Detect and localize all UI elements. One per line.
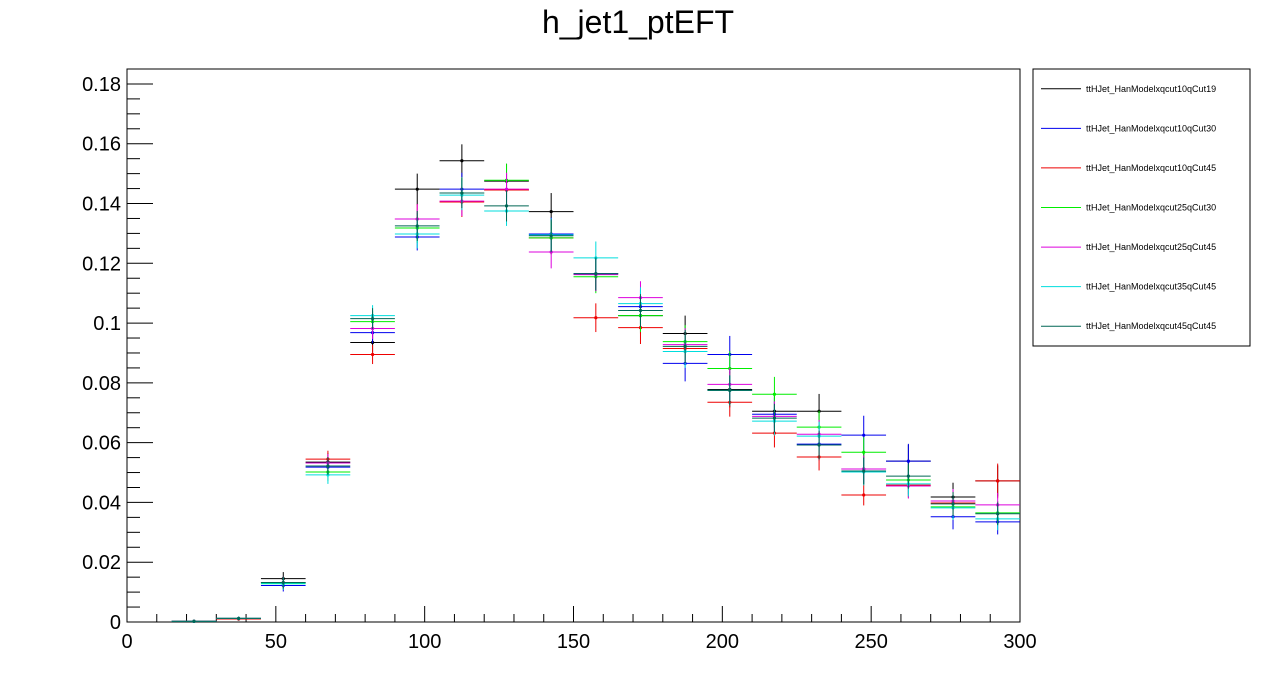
marker [996,512,1000,516]
legend-item: ttHJet_HanModelxqcut25qCut45 [1041,242,1216,252]
data-point [796,430,842,460]
data-point [662,329,708,363]
marker [862,433,866,437]
y-tick-label: 0.02 [82,552,121,574]
legend-label: ttHJet_HanModelxqcut25qCut30 [1086,203,1216,213]
legend-item: ttHJet_HanModelxqcut10qCut19 [1041,84,1216,94]
marker [951,502,955,506]
data-point [886,463,931,489]
data-point [484,190,529,222]
data-point [394,173,440,205]
y-tick-label: 0.06 [82,433,121,455]
data-point [528,219,574,253]
marker [862,450,866,454]
y-tick-label: 0.18 [82,74,121,96]
data-point [439,144,485,178]
data-point [752,403,797,433]
y-tick-label: 0.14 [82,194,121,216]
marker [772,416,777,420]
y-tick-label: 0.12 [82,253,121,275]
data-point [216,616,261,621]
marker [772,392,777,396]
y-tick-label: 0.04 [82,492,121,514]
y-tick-label: 0 [110,612,121,634]
data-point [975,502,1020,526]
data-point [975,463,1020,499]
series-layer [171,144,1020,624]
legend-item: ttHJet_HanModelxqcut35qCut45 [1041,282,1216,292]
marker [281,580,285,585]
legend-item: ttHJet_HanModelxqcut10qCut30 [1041,123,1216,133]
marker [638,308,643,313]
data-point [752,376,797,412]
axes: 0 50 100 150 200 250 300 0 0.02 0.04 0.06 0.08 0.1 0.… [82,74,1037,653]
y-tick-label: 0.08 [82,373,121,395]
marker [460,191,464,195]
y-tick-label: 0.1 [93,313,121,335]
data-point [707,375,753,406]
marker [415,187,419,191]
x-tick-label: 300 [1003,631,1036,653]
data-point [260,576,306,589]
legend-label: ttHJet_HanModelxqcut35qCut45 [1086,282,1216,292]
x-tick-label: 0 [121,631,132,653]
marker [906,474,910,478]
marker [237,616,241,621]
marker [549,234,553,238]
legend-label: ttHJet_HanModelxqcut10qCut19 [1086,84,1216,94]
data-point [439,178,485,208]
x-tick-label: 100 [408,631,441,653]
series-7 [171,178,1020,624]
x-tick-label: 50 [265,631,287,653]
legend-item: ttHJet_HanModelxqcut45qCut45 [1041,321,1216,331]
marker [192,619,196,624]
data-point [350,344,395,365]
legend-label: ttHJet_HanModelxqcut45qCut45 [1086,321,1216,331]
marker [415,224,419,228]
data-point [618,294,663,327]
data-point [394,210,440,241]
data-point [305,456,351,475]
marker [728,388,732,392]
legend-item: ttHJet_HanModelxqcut25qCut30 [1041,203,1216,213]
marker [817,443,821,447]
marker [326,464,330,468]
marker [862,493,866,497]
marker [370,352,375,357]
legend-item: ttHJet_HanModelxqcut10qCut45 [1041,163,1216,173]
data-point [350,308,395,330]
data-point [573,303,619,333]
legend-label: ttHJet_HanModelxqcut25qCut45 [1086,242,1216,252]
marker [549,209,553,214]
marker [370,316,375,321]
marker [683,344,687,348]
data-point [841,437,887,468]
marker [906,459,910,463]
data-point [930,491,976,516]
marker [460,159,464,163]
marker [594,272,598,276]
marker [504,204,509,208]
legend-label: ttHJet_HanModelxqcut10qCut45 [1086,163,1216,173]
data-point [573,257,619,291]
x-tick-label: 200 [706,631,739,653]
data-point [841,484,887,506]
legend: ttHJet_HanModelxqcut10qCut19 ttHJet_HanMo… [1041,84,1216,331]
x-tick-label: 150 [557,631,590,653]
legend-label: ttHJet_HanModelxqcut10qCut30 [1086,123,1216,133]
marker [504,187,509,191]
y-tick-label: 0.16 [82,134,121,156]
marker [594,316,598,320]
data-point [171,619,217,624]
chart-title: h_jet1_ptEFT [542,4,734,40]
marker [996,479,1000,483]
data-point [841,457,887,485]
x-tick-label: 250 [854,631,887,653]
marker [862,469,866,473]
